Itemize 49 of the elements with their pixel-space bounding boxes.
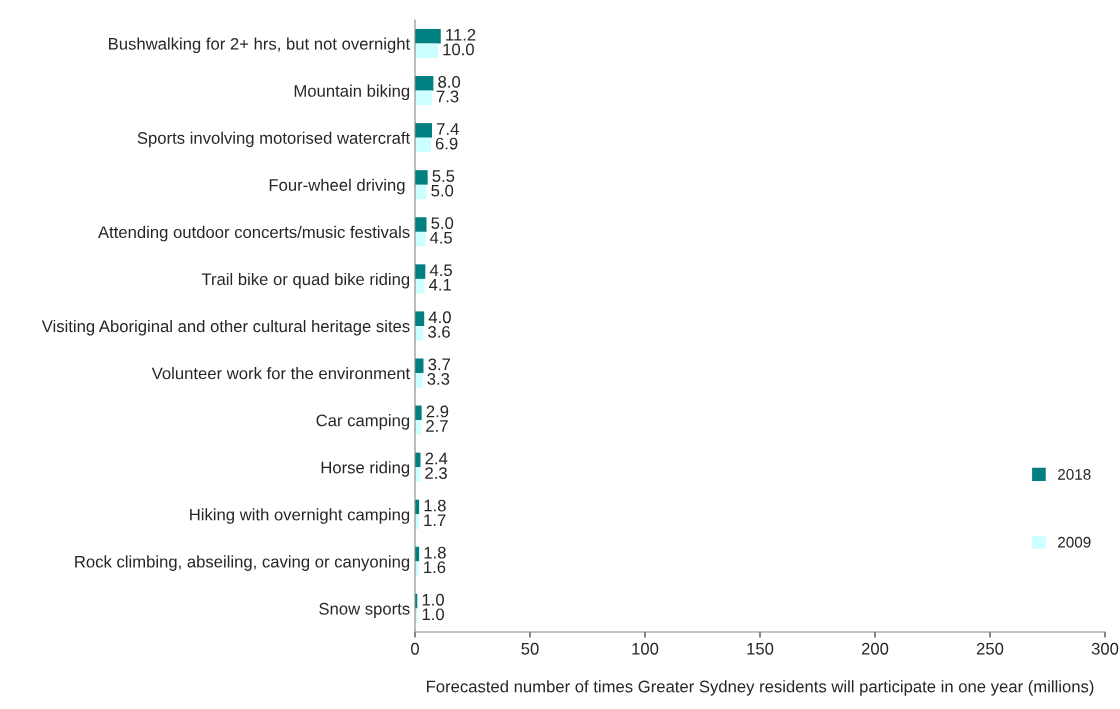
data-label: 4.1: [428, 279, 451, 291]
y-tick-label: Trail bike or quad bike riding: [201, 272, 410, 289]
y-tick-label: Hiking with overnight camping: [190, 508, 410, 524]
data-label: 5.0: [431, 217, 454, 230]
y-tick-label: Volunteer work for the environment: [151, 367, 411, 380]
data-label: 7.4: [437, 123, 459, 135]
data-label: 1.8: [424, 499, 446, 512]
y-tick-label: Mountain biking: [294, 84, 410, 101]
y-tick-label: Four-wheel driving: [269, 178, 405, 195]
x-tick-label: 250: [976, 642, 1004, 655]
x-tick-label: 100: [632, 642, 659, 655]
y-tick-label: Sports involving motorised watercraft: [137, 131, 411, 148]
data-label: 1.7: [424, 514, 446, 526]
data-label: 1.0: [422, 608, 444, 621]
data-label: 2.4: [425, 452, 448, 465]
data-label: 4.5: [429, 264, 452, 277]
legend-label: 2018: [1058, 469, 1091, 480]
y-tick-label: Car camping: [316, 414, 410, 430]
x-axis-title: Forecasted number of times Greater Sydney residents will participate in one year (millions): [426, 680, 1094, 696]
data-label: 3.7: [428, 358, 451, 371]
data-label: 2.9: [426, 405, 449, 418]
x-tick-label: 150: [747, 642, 774, 655]
x-tick-label: 200: [861, 642, 889, 655]
x-tick-label: 50: [521, 642, 539, 655]
data-label: 5.5: [432, 170, 455, 182]
data-label: 11.2: [446, 28, 476, 41]
y-tick-label: Snow sports: [319, 602, 410, 618]
data-label: 1.6: [424, 561, 446, 574]
data-label: 4.5: [429, 231, 452, 244]
y-tick-label: Bushwalking for 2+ hrs, but not overnight: [109, 37, 411, 54]
y-tick-label: Horse riding: [321, 461, 410, 477]
y-tick-label: Visiting Aboriginal and other cultural heritage sites: [41, 319, 410, 336]
data-label: 1.8: [424, 546, 446, 559]
data-label: 3.3: [427, 373, 450, 385]
data-label: 2.3: [425, 467, 447, 479]
x-tick-label: 0: [411, 642, 419, 655]
data-label: 1.0: [422, 593, 444, 606]
data-label: 2.7: [426, 420, 448, 432]
data-label: 4.0: [428, 311, 451, 324]
data-label: 6.9: [435, 137, 458, 150]
data-label: 7.3: [436, 90, 459, 103]
data-label: 3.6: [428, 325, 450, 338]
y-tick-label: Rock climbing, abseiling, caving or canyoning: [75, 555, 410, 571]
legend-label: 2009: [1058, 536, 1091, 548]
y-tick-label: Attending outdoor concerts/music festivals: [98, 225, 410, 242]
data-label: 8.0: [438, 75, 461, 88]
x-tick-label: 300: [1091, 642, 1119, 655]
data-label: 10.0: [443, 43, 474, 56]
data-label: 5.0: [431, 184, 454, 197]
